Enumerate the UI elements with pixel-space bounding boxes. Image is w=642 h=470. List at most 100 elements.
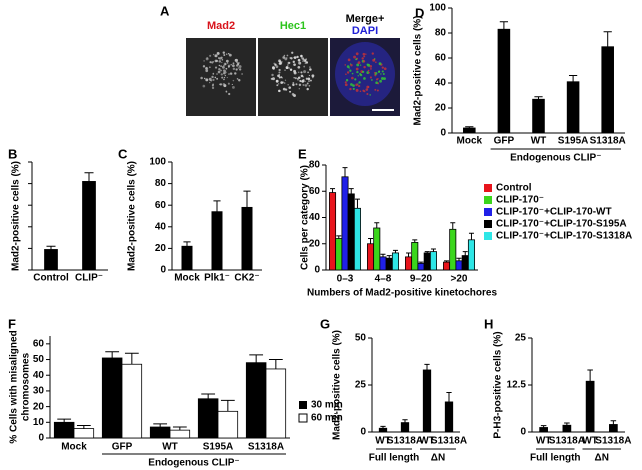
bar <box>461 255 469 271</box>
y-axis-label: Mad2-positive cells (%) <box>127 161 138 271</box>
y-tick-label: 20 <box>155 243 167 254</box>
bar <box>53 421 75 439</box>
error-bar <box>172 426 187 431</box>
x-tick-label: S195A <box>203 442 234 453</box>
error-bar <box>406 252 412 257</box>
speckle <box>232 67 236 71</box>
speckle <box>238 68 242 71</box>
speckle <box>375 81 378 85</box>
speckle <box>273 62 276 65</box>
speckle <box>286 54 289 57</box>
speckle <box>379 79 382 83</box>
speckle <box>349 87 352 91</box>
speckle <box>288 61 291 64</box>
error-bar <box>183 241 191 247</box>
panel-letter: E <box>298 146 307 161</box>
speckle <box>302 83 305 87</box>
speckle <box>205 57 209 61</box>
speckle <box>366 71 370 75</box>
speckle <box>278 74 281 76</box>
bar <box>73 428 95 439</box>
speckle <box>292 60 295 63</box>
y-tick-label: 80 <box>155 178 167 189</box>
speckle <box>276 84 279 87</box>
legend-label: CLIP-170⁻+CLIP-170-S1318A <box>496 231 632 242</box>
speckle <box>287 84 289 86</box>
speckle <box>284 69 286 71</box>
error-bar <box>124 352 139 365</box>
speckle <box>212 73 214 75</box>
legend-label: 60 min <box>311 413 343 424</box>
speckle <box>236 61 238 64</box>
speckle <box>359 90 362 93</box>
y-tick-label: 100 <box>429 3 446 14</box>
speckle <box>275 65 279 69</box>
error-bar <box>46 245 56 250</box>
x-tick-label: S1318A <box>431 436 467 447</box>
y-tick-label: 0 <box>38 433 44 444</box>
speckle <box>311 74 315 78</box>
error-bar <box>57 418 72 423</box>
speckle <box>371 52 374 55</box>
speckle <box>238 79 241 82</box>
x-tick-label: Mock <box>457 136 483 147</box>
speckle <box>372 58 376 62</box>
speckle <box>209 61 212 64</box>
speckle <box>380 73 382 75</box>
speckle <box>293 77 295 79</box>
speckle <box>220 69 222 72</box>
bar <box>539 427 548 433</box>
bar <box>385 257 393 271</box>
bar <box>423 252 431 271</box>
speckle <box>209 79 212 81</box>
bar <box>444 401 454 433</box>
y-tick-label: 20 <box>309 238 321 249</box>
bar <box>245 362 267 439</box>
speckle <box>361 70 365 74</box>
speckle <box>283 54 286 57</box>
legend-label: 30 min <box>311 400 343 411</box>
error-bar <box>446 392 452 402</box>
speckle <box>380 77 384 81</box>
speckle <box>203 77 206 80</box>
speckle <box>209 81 211 84</box>
speckle <box>378 62 382 66</box>
speckle <box>221 58 224 61</box>
x-tick-label: >20 <box>451 274 468 285</box>
bar <box>449 228 457 271</box>
speckle <box>272 77 275 81</box>
bar <box>379 256 387 271</box>
speckle <box>270 77 273 80</box>
bar <box>44 249 58 271</box>
x-tick-label: WT <box>162 442 178 453</box>
speckle <box>303 70 307 74</box>
speckle <box>228 92 231 96</box>
speckle <box>229 72 233 75</box>
y-tick-label: 60 <box>309 186 321 197</box>
y-tick-label: 10 <box>33 417 45 428</box>
error-bar <box>468 232 474 240</box>
speckle <box>277 83 280 85</box>
speckle <box>367 69 370 72</box>
y-tick-label: 0 <box>160 265 166 276</box>
bar <box>467 239 475 271</box>
speckle <box>232 79 235 82</box>
speckle <box>285 66 289 70</box>
speckle <box>354 78 357 81</box>
speckle <box>216 51 220 55</box>
error-bar <box>534 96 543 100</box>
panel-letter: G <box>320 316 330 331</box>
error-bar <box>153 423 168 428</box>
error-bar <box>540 425 547 428</box>
speckle <box>298 83 302 87</box>
speckle <box>221 61 223 64</box>
speckle <box>370 67 372 70</box>
y-tick-label: 100 <box>149 157 166 168</box>
y-tick-label: 12.5 <box>507 380 527 391</box>
speckle <box>362 89 365 92</box>
speckle <box>366 85 370 89</box>
speckle <box>296 78 299 81</box>
speckle <box>236 78 239 80</box>
legend-label: CLIP-170⁻+CLIP-170-WT <box>496 207 612 218</box>
speckle <box>205 78 209 82</box>
